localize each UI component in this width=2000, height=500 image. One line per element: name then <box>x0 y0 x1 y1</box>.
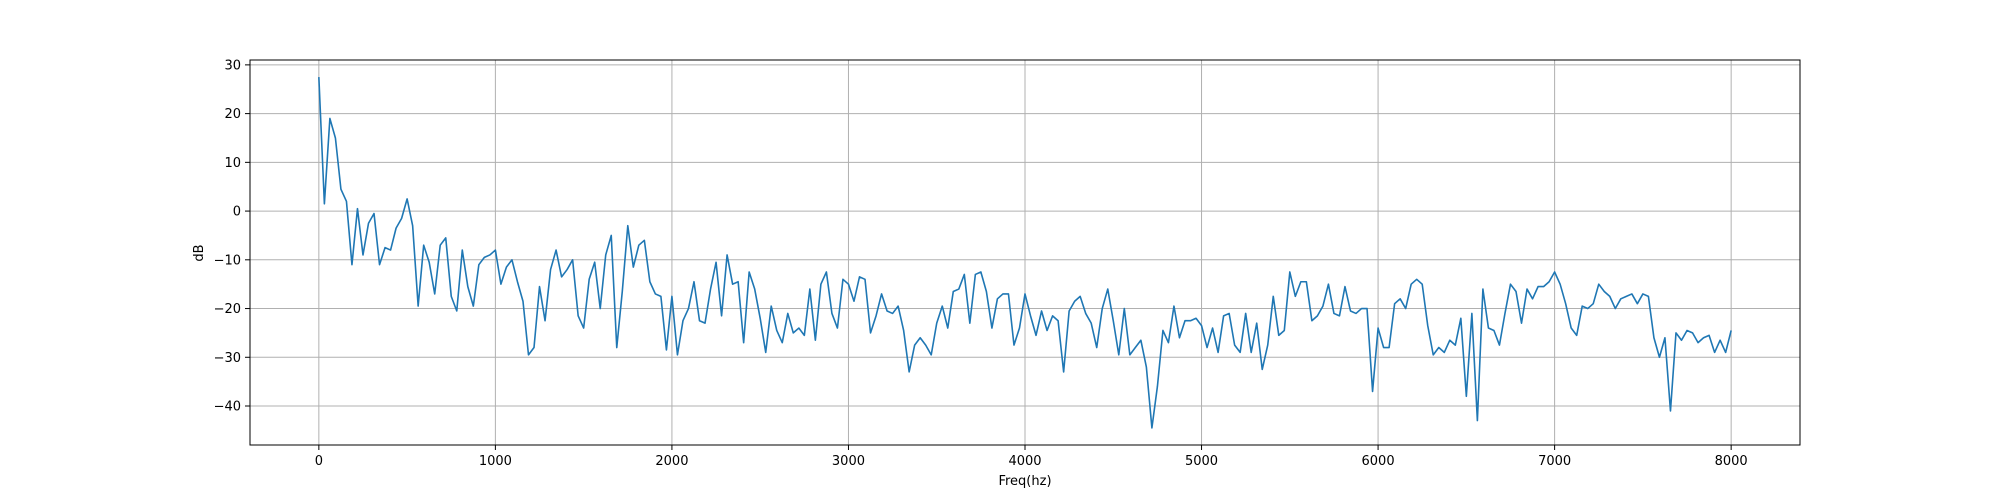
x-gridlines <box>318 60 1732 445</box>
x-tick-label: 5000 <box>1185 454 1218 469</box>
y-tick-label: 20 <box>224 107 241 122</box>
y-gridlines <box>250 64 1800 407</box>
y-tick-label: 0 <box>233 205 241 220</box>
x-tick-label: 3000 <box>832 454 865 469</box>
x-axis-ticks: 0 1000 2000 3000 4000 5000 6000 7000 8000 <box>315 445 1748 469</box>
y-tick-label: −30 <box>214 351 241 366</box>
y-tick-label: −20 <box>214 302 241 317</box>
y-tick-label: −40 <box>214 400 241 415</box>
series-line <box>318 77 1732 429</box>
y-tick-label: 30 <box>224 58 241 73</box>
x-tick-label: 4000 <box>1008 454 1041 469</box>
y-tick-label: −10 <box>214 253 241 268</box>
x-tick-label: 2000 <box>655 454 688 469</box>
y-axis-ticks: 30 20 10 0 −10 −20 −30 −40 <box>214 58 250 415</box>
x-tick-label: 1000 <box>479 454 512 469</box>
x-tick-label: 6000 <box>1362 454 1395 469</box>
y-axis-label: dB <box>192 244 207 261</box>
x-tick-label: 0 <box>315 454 323 469</box>
x-axis-label: Freq(hz) <box>998 474 1051 489</box>
y-tick-label: 10 <box>224 156 241 171</box>
x-tick-label: 8000 <box>1715 454 1748 469</box>
x-tick-label: 7000 <box>1538 454 1571 469</box>
